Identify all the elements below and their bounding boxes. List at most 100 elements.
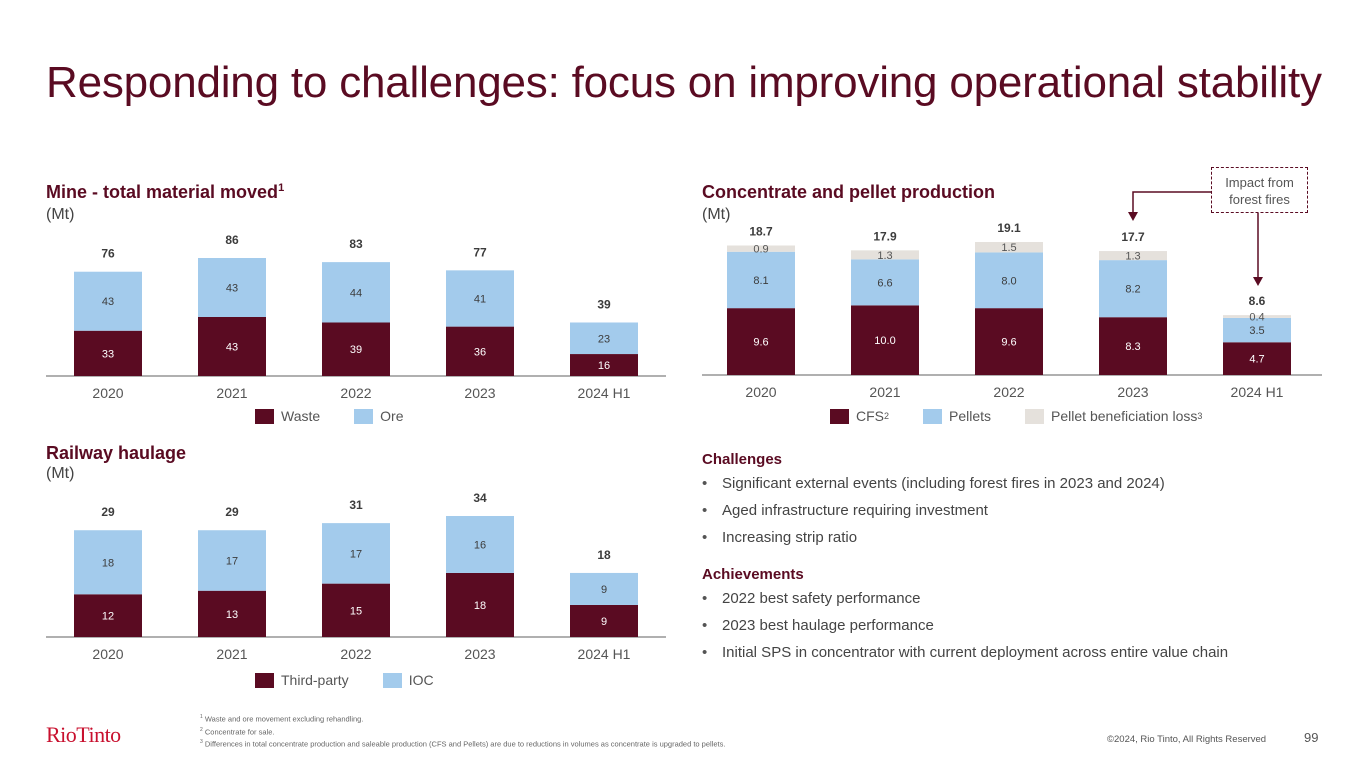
data-label: 10.0 xyxy=(874,335,895,347)
bar-pellet-beneficiation-loss-2022 xyxy=(975,242,1043,253)
x-tick-label: 2024 H1 xyxy=(578,646,631,662)
legend-item: Third-party xyxy=(255,672,349,688)
legend-swatch xyxy=(382,672,402,688)
total-label: 83 xyxy=(349,237,363,251)
legend-swatch xyxy=(830,408,849,424)
bullet-icon: • xyxy=(702,590,708,607)
data-label: 39 xyxy=(350,344,362,356)
bar-pellets-2020 xyxy=(727,251,795,309)
data-label: 17 xyxy=(350,548,362,560)
x-tick-label: 2023 xyxy=(464,646,495,662)
concentrate-chart-legend: CFS 2 Pellets Pellet beneficiation loss 3 xyxy=(830,408,1236,424)
x-tick-label: 2022 xyxy=(340,646,371,662)
bar-third-party-2024-H1 xyxy=(570,604,638,637)
total-label: 17.7 xyxy=(1121,230,1145,244)
data-label: 15 xyxy=(350,605,362,617)
total-label: 77 xyxy=(473,245,487,259)
data-label: 41 xyxy=(474,293,486,305)
bullet-item: • 2022 best safety performance xyxy=(702,590,1228,617)
x-tick-label: 2024 H1 xyxy=(578,385,631,401)
achievements-heading: Achievements xyxy=(702,566,804,583)
bullet-item: • Aged infrastructure requiring investmen… xyxy=(702,502,1165,529)
data-label: 16 xyxy=(598,360,610,372)
data-label: 0.4 xyxy=(1249,312,1264,324)
legend-swatch xyxy=(255,672,274,688)
footnote-text: Waste and ore movement excluding rehandl… xyxy=(202,714,364,724)
total-label: 29 xyxy=(101,505,115,519)
data-label: 6.6 xyxy=(877,277,892,289)
challenges-heading: Challenges xyxy=(702,451,783,468)
total-label: 8.6 xyxy=(1249,294,1266,308)
bullet-item: • Significant external events (including … xyxy=(702,475,1165,502)
mine-chart-title: Mine - total material moved1 xyxy=(46,182,284,203)
challenges-list: • Significant external events (including … xyxy=(702,475,1165,556)
data-label: 8.3 xyxy=(1125,341,1140,353)
bar-waste-2024-H1 xyxy=(570,354,638,376)
railway-chart-title: Railway haulage xyxy=(46,443,186,464)
data-label: 43 xyxy=(226,342,238,354)
bar-cfs-2024-H1 xyxy=(1223,342,1291,375)
bullet-text: Significant external events (including f… xyxy=(722,475,1165,492)
page-title: Responding to challenges: focus on impro… xyxy=(46,58,1322,107)
bar-cfs-2022 xyxy=(975,308,1043,375)
footnote-number: 1 xyxy=(200,714,203,720)
bar-ore-2021 xyxy=(198,258,266,317)
bar-waste-2020 xyxy=(74,330,142,376)
data-label: 8.2 xyxy=(1125,284,1140,296)
bullet-item: • Increasing strip ratio xyxy=(702,529,1165,556)
data-label: 9 xyxy=(601,584,607,596)
railway-chart-title-text: Railway haulage xyxy=(46,443,187,463)
bar-ore-2020 xyxy=(74,271,142,331)
bar-ioc-2021 xyxy=(198,530,266,591)
legend-item: Ore xyxy=(354,408,404,424)
bar-ioc-2024-H1 xyxy=(570,572,638,605)
bar-third-party-2020 xyxy=(74,594,142,637)
total-label: 86 xyxy=(225,233,239,247)
bullet-icon: • xyxy=(702,529,708,546)
rio-tinto-logo: RioTinto xyxy=(46,722,121,747)
total-label: 29 xyxy=(225,505,239,519)
bar-cfs-2023 xyxy=(1099,317,1167,375)
bar-ioc-2023 xyxy=(446,516,514,573)
x-tick-label: 2020 xyxy=(745,384,776,400)
bullet-text: Aged infrastructure requiring investment xyxy=(722,502,988,519)
data-label: 23 xyxy=(598,333,610,345)
bar-cfs-2021 xyxy=(851,305,919,375)
total-label: 18.7 xyxy=(749,224,773,238)
mine-chart-title-footnote: 1 xyxy=(278,182,285,194)
bar-ore-2023 xyxy=(446,270,514,327)
data-label: 13 xyxy=(226,609,238,621)
footnotes: 1 Waste and ore movement excluding rehan… xyxy=(200,712,725,750)
bullet-icon: • xyxy=(702,502,708,519)
bar-ioc-2020 xyxy=(74,530,142,595)
data-label: 17 xyxy=(226,555,238,567)
mine-chart: 33 43 76 2020 43 43 86 2021 39 44 83 2022 36 41 77 2023… xyxy=(46,233,666,401)
bullet-text: Increasing strip ratio xyxy=(722,529,858,546)
legend-swatch xyxy=(354,408,374,424)
bullet-text: 2022 best safety performance xyxy=(722,590,921,607)
data-label: 9.6 xyxy=(753,337,768,349)
data-label: 1.3 xyxy=(877,250,892,262)
bar-waste-2022 xyxy=(322,322,390,376)
data-label: 18 xyxy=(474,600,486,612)
page-number: 99 xyxy=(1304,730,1319,745)
legend-label: IOC xyxy=(408,672,434,688)
mine-chart-unit: (Mt) xyxy=(46,206,75,223)
data-label: 0.9 xyxy=(753,244,768,256)
bar-pellet-beneficiation-loss-2024-H1 xyxy=(1223,315,1291,318)
footnote: 2 Concentrate for sale. xyxy=(200,725,725,738)
x-tick-label: 2022 xyxy=(340,385,371,401)
data-label: 4.7 xyxy=(1249,354,1264,366)
legend-swatch xyxy=(255,408,274,424)
legend-label: Pellets xyxy=(949,408,992,424)
railway-chart-legend: Third-party IOC xyxy=(255,672,468,688)
bar-pellets-2024-H1 xyxy=(1223,317,1291,343)
x-tick-label: 2020 xyxy=(92,385,123,401)
data-label: 43 xyxy=(226,283,238,295)
concentrate-chart-unit: (Mt) xyxy=(702,206,731,223)
data-label: 8.1 xyxy=(753,275,768,287)
bullet-icon: • xyxy=(702,617,708,634)
data-label: 16 xyxy=(474,539,486,551)
data-label: 43 xyxy=(102,296,114,308)
x-tick-label: 2022 xyxy=(993,384,1024,400)
